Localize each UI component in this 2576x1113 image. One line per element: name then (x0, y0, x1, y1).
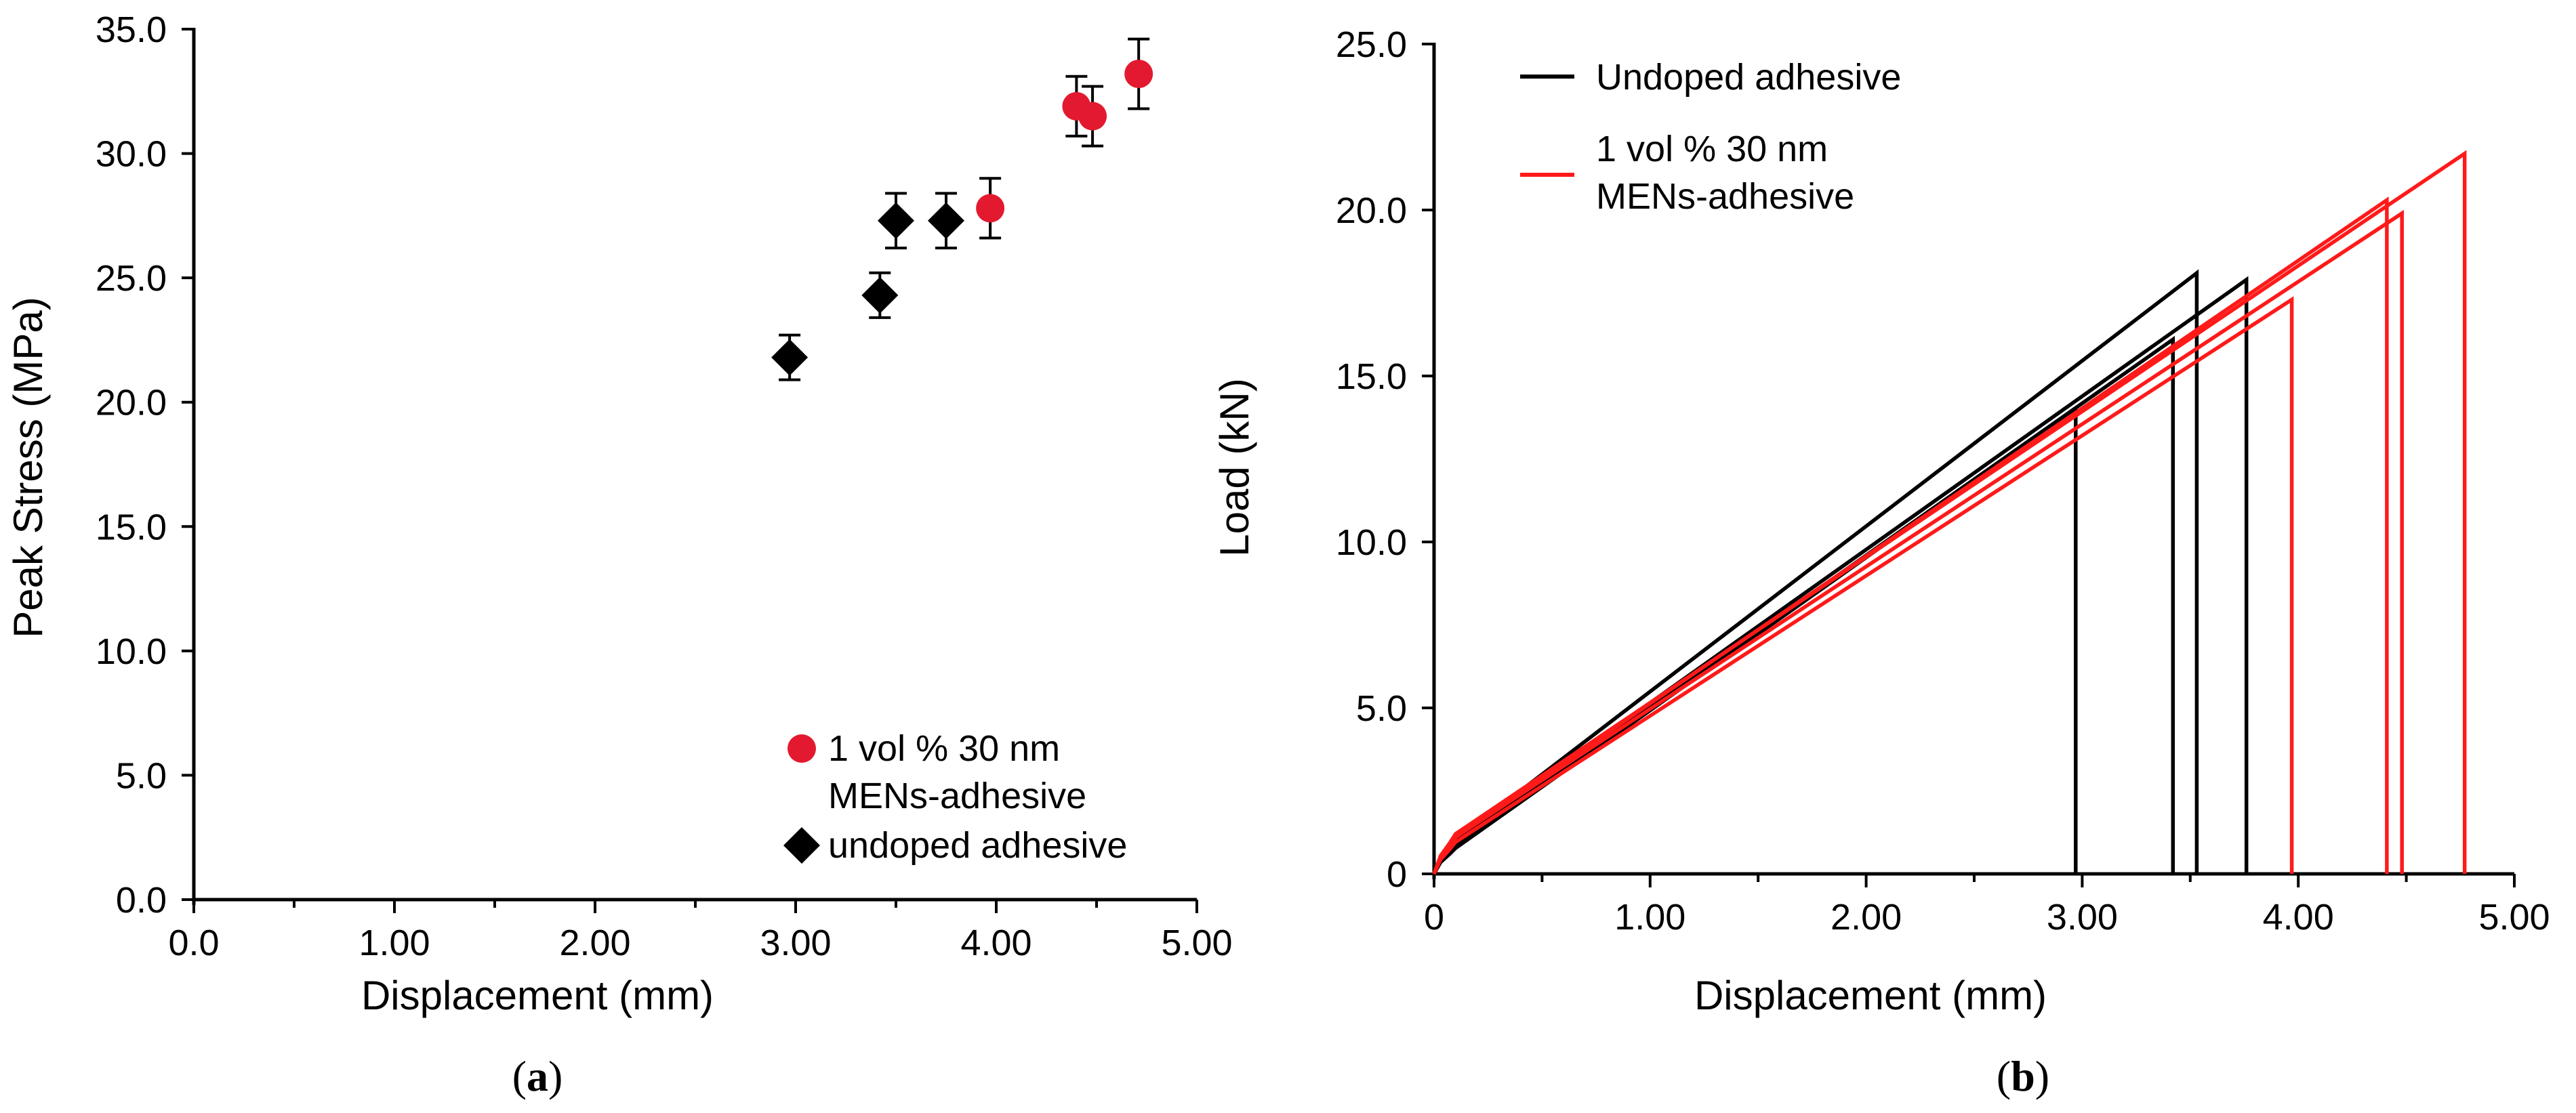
panel-a-point-undoped-adhesive (928, 202, 964, 239)
panel-a-legend-label-undoped: undoped adhesive (828, 825, 1127, 866)
panel-a-y-tick-label: 5.0 (116, 755, 167, 796)
panel-a-legend-label-mens: MENs-adhesive (828, 776, 1086, 816)
panel-a-x-tick-label: 5.00 (1161, 923, 1232, 963)
panel-b-data-marks (1432, 150, 2467, 875)
panel-a-y-tick-label: 30.0 (96, 134, 167, 175)
panel-a-point-undoped-adhesive (878, 202, 914, 239)
panel-a-point-mens-adhesive (1078, 102, 1107, 131)
panel-b-y-tick-label: 10.0 (1336, 522, 1407, 563)
panel-a-point-mens-adhesive (976, 194, 1005, 223)
panel-b-curve-mens-adhesive (1432, 296, 2294, 875)
panel-b-y-tick-label: 0 (1387, 854, 1407, 895)
panel-b-legend-label-mens: 1 vol % 30 nm (1596, 129, 1828, 169)
panel-a-point-undoped-adhesive (771, 339, 809, 376)
panel-a-point-undoped-adhesive (861, 276, 899, 314)
panel-b-label: (b) (1997, 1052, 2049, 1100)
panel-b-y-tick-label: 15.0 (1336, 356, 1407, 397)
panel-a-x-tick-label: 3.00 (760, 923, 831, 963)
panel-b-load-chart: 0 1.00 2.00 3.00 4.00 5.00 0 5.0 10.0 15.0 20.0 25.… (1212, 24, 2550, 1100)
panel-b-x-tick-label: 2.00 (1831, 897, 1902, 938)
panel-b-y-tick-label: 25.0 (1336, 24, 1407, 65)
panel-b-y-axis-label: Load (kN) (1212, 378, 1257, 556)
panel-a-y-tick-label: 0.0 (116, 880, 167, 921)
panel-b-curve-mens-adhesive (1432, 150, 2467, 875)
panel-a-legend: 1 vol % 30 nm MENs-adhesive undoped adhesi… (783, 728, 1127, 866)
panel-a-x-axis-label: Displacement (mm) (361, 973, 714, 1018)
panel-a-legend-marker-mens (788, 734, 816, 763)
panel-b-y-tick-label: 5.0 (1356, 688, 1407, 729)
panel-b-x-axis-label: Displacement (mm) (1694, 973, 2047, 1018)
panel-b-legend-label-undoped: Undoped adhesive (1596, 57, 1901, 98)
panel-a-y-tick-label: 25.0 (96, 258, 167, 299)
panel-a-label: (a) (512, 1052, 563, 1100)
panel-b-x-tick-label: 1.00 (1614, 897, 1685, 938)
panel-b-y-tick-label: 20.0 (1336, 190, 1407, 231)
panel-a-legend-marker-undoped (783, 827, 820, 864)
panel-b-x-tick-label: 0 (1424, 897, 1444, 938)
panel-b-legend: Undoped adhesive 1 vol % 30 nm MENs-adhesi… (1520, 57, 1901, 217)
panel-a-x-tick-label: 1.00 (359, 923, 430, 963)
panel-b-ticks: 0 1.00 2.00 3.00 4.00 5.00 0 5.0 10.0 15.0 20.0 25.… (1336, 24, 2550, 938)
panel-b-legend-label-mens: MENs-adhesive (1596, 176, 1854, 217)
panel-a-data-marks (771, 37, 1153, 381)
panel-a-y-tick-label: 10.0 (96, 631, 167, 672)
panel-a-point-mens-adhesive (1124, 60, 1153, 89)
panel-a-y-tick-label: 15.0 (96, 507, 167, 547)
panel-b-x-tick-label: 4.00 (2263, 897, 2334, 938)
panel-a-y-tick-label: 35.0 (96, 9, 167, 50)
panel-a-peak-stress-chart: 0.0 1.00 2.00 3.00 4.00 5.00 0.0 5.0 10.0 15.0 20.… (5, 9, 1233, 1100)
panel-a-x-tick-label: 0.0 (168, 923, 219, 963)
panel-b-x-tick-label: 5.00 (2478, 897, 2550, 938)
panel-a-legend-label-mens: 1 vol % 30 nm (828, 728, 1060, 769)
panel-b-x-tick-label: 3.00 (2047, 897, 2118, 938)
panel-a-axes (192, 28, 1197, 905)
panel-a-y-axis-label: Peak Stress (MPa) (5, 297, 51, 637)
panel-a-x-tick-label: 4.00 (960, 923, 1031, 963)
panel-a-x-tick-label: 2.00 (559, 923, 630, 963)
panel-a-ticks: 0.0 1.00 2.00 3.00 4.00 5.00 0.0 5.0 10.0 15.0 20.… (96, 9, 1233, 963)
panel-a-y-tick-label: 20.0 (96, 383, 167, 423)
